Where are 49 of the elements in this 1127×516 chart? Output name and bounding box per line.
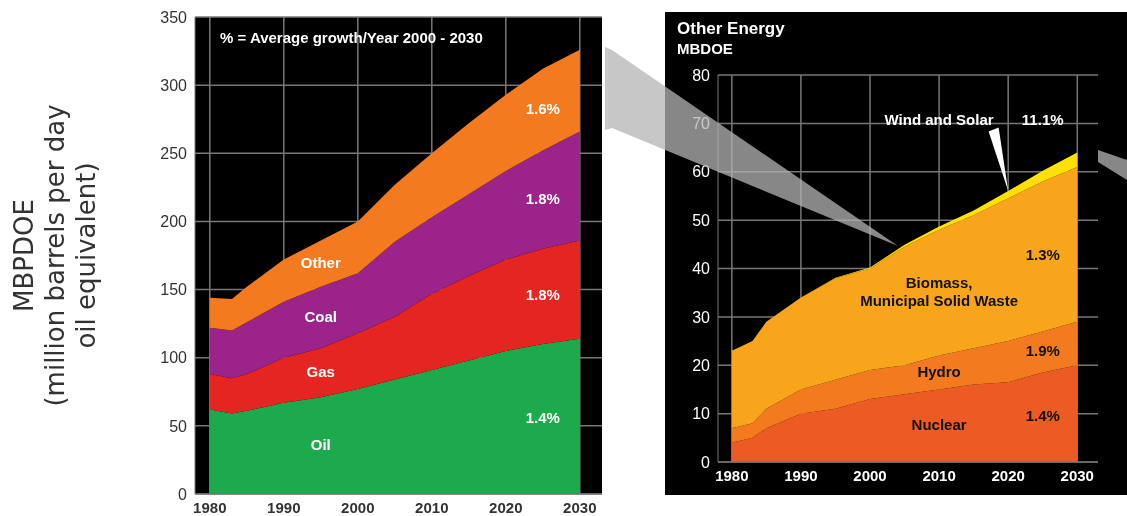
x-tick-label: 2000 [341,498,375,516]
chart-title: Other Energy [677,19,786,38]
annotation: 1.6% [525,99,560,117]
x-tick-label: 2030 [1060,466,1094,484]
series-label: Coal [304,307,338,325]
y-tick-label: 100 [160,349,188,367]
x-tick-label: 2000 [853,466,887,484]
y-tick-label: 80 [692,66,711,84]
x-tick-label: 1990 [784,466,818,484]
y-tick-label: 350 [160,8,188,26]
x-tick-label: 2030 [563,498,597,516]
x-tick-label: 1990 [267,498,301,516]
x-tick-label: 2020 [991,466,1025,484]
series-label: Nuclear [911,415,967,433]
y-tick-label: 50 [692,211,711,229]
y-tick-label: 70 [692,115,711,133]
x-tick-label: 2020 [489,498,523,516]
y-tick-label: 60 [692,163,711,181]
series-label: Gas [306,362,335,380]
x-tick-label: 2010 [415,498,449,516]
y-tick-label: 200 [160,213,188,231]
y-tick-label: 0 [178,485,188,503]
annotation: 1.8% [525,286,560,304]
annotation: 1.9% [1025,341,1060,359]
text: Wind and Solar [884,111,994,129]
y-tick-label: 50 [169,417,188,435]
y-tick-label: 0 [701,453,711,471]
series-label: Biomass, Municipal Solid Waste [860,273,1018,309]
x-tick-label: 1980 [715,466,749,484]
x-tick-label: 2010 [922,466,956,484]
series-label: Oil [310,435,331,453]
y-tick-label: 300 [160,76,188,94]
y-tick-label: 20 [692,356,711,374]
y-tick-label: 30 [692,308,711,326]
annotation: 1.4% [1025,407,1060,425]
series-label: Other [300,253,341,271]
y-tick-label: 40 [692,260,711,278]
annotation: 1.3% [1025,246,1060,264]
y-tick-label: 250 [160,144,188,162]
y-tick-label: 10 [692,405,711,423]
x-tick-label: 1980 [193,498,227,516]
annotation: 11.1% [1021,111,1064,129]
y-tick-label: 150 [160,281,188,299]
annotation: 1.4% [525,409,560,427]
y-axis-title: MBPDOE (million barrels per day oil equivalent) [9,104,101,407]
y-axis-title: MBDOE [677,40,733,57]
series-label: Hydro [917,362,961,380]
annotation: % = Average growth/Year 2000 - 2030 [220,29,483,46]
annotation: 1.8% [525,189,560,207]
